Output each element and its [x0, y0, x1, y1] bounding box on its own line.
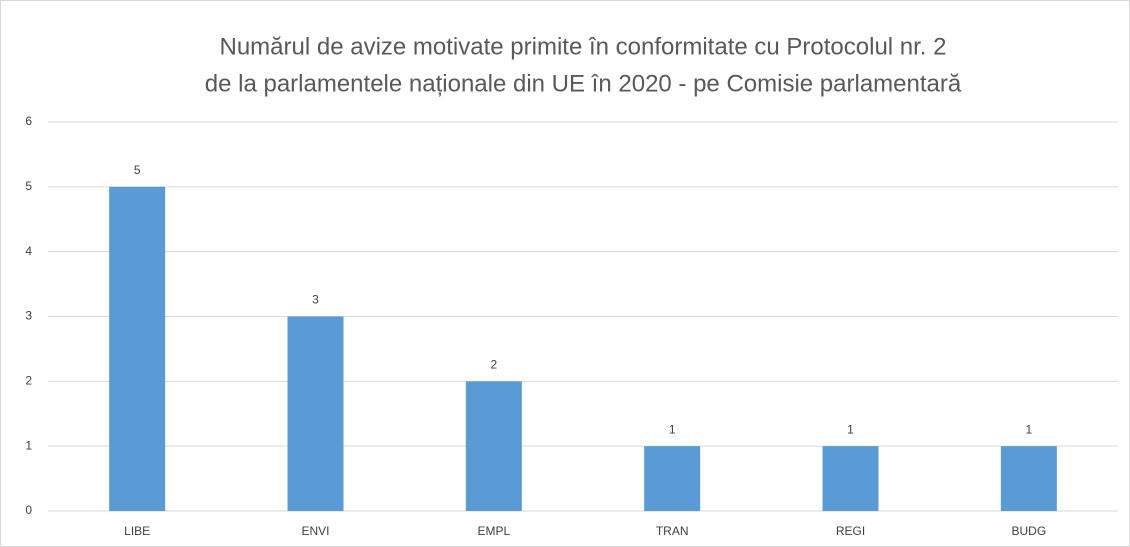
x-tick-label: REGI — [836, 524, 865, 538]
y-tick-label: 1 — [25, 438, 32, 452]
data-label: 1 — [847, 422, 854, 436]
data-label: 1 — [669, 422, 676, 436]
x-tick-label: ENVI — [301, 524, 329, 538]
bar — [822, 446, 879, 511]
data-label: 2 — [490, 358, 497, 372]
x-tick-label: LIBE — [124, 524, 150, 538]
bar — [109, 186, 166, 512]
x-tick-label: BUDG — [1011, 524, 1046, 538]
y-tick-label: 0 — [25, 503, 32, 517]
y-tick-label: 3 — [25, 309, 32, 323]
data-label: 3 — [312, 293, 319, 307]
x-tick-label: TRAN — [656, 524, 689, 538]
chart-title: de la parlamentele naționale din UE în 2… — [205, 70, 962, 97]
y-tick-label: 4 — [25, 244, 32, 258]
x-tick-label: EMPL — [477, 524, 510, 538]
bar — [465, 381, 522, 511]
data-label: 5 — [134, 163, 141, 177]
data-label: 1 — [1025, 422, 1032, 436]
bar — [644, 446, 701, 511]
y-tick-label: 6 — [25, 114, 32, 128]
bar — [1000, 446, 1057, 511]
y-tick-label: 5 — [25, 179, 32, 193]
chart-title: Numărul de avize motivate primite în con… — [220, 33, 947, 60]
bar — [287, 316, 344, 511]
y-tick-label: 2 — [25, 374, 32, 388]
